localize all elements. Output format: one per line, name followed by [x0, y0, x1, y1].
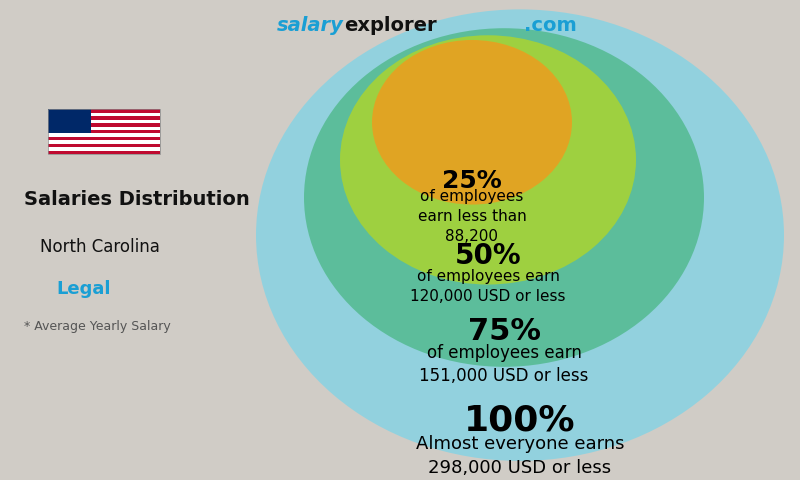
- Text: Legal: Legal: [56, 280, 110, 298]
- Bar: [48, 109, 160, 154]
- Text: .com: .com: [524, 16, 577, 36]
- Bar: [48, 120, 160, 123]
- Text: Salaries Distribution: Salaries Distribution: [24, 191, 250, 209]
- Bar: [48, 113, 160, 116]
- Text: * Average Yearly Salary: * Average Yearly Salary: [24, 320, 170, 333]
- Text: 75%: 75%: [467, 317, 541, 346]
- Ellipse shape: [340, 35, 636, 285]
- Text: North Carolina: North Carolina: [40, 238, 160, 256]
- Ellipse shape: [372, 40, 572, 204]
- Bar: [48, 109, 160, 154]
- Text: of employees
earn less than
88,200: of employees earn less than 88,200: [418, 189, 526, 244]
- Bar: [48, 133, 160, 137]
- Text: 100%: 100%: [464, 404, 576, 438]
- Ellipse shape: [256, 10, 784, 461]
- Text: of employees earn
120,000 USD or less: of employees earn 120,000 USD or less: [410, 269, 566, 304]
- Bar: [48, 140, 160, 144]
- Bar: [48, 147, 160, 151]
- Text: 25%: 25%: [442, 169, 502, 193]
- Text: 50%: 50%: [454, 242, 522, 270]
- Text: Almost everyone earns
298,000 USD or less: Almost everyone earns 298,000 USD or les…: [416, 435, 624, 477]
- Bar: [48, 109, 90, 133]
- Bar: [48, 127, 160, 130]
- Ellipse shape: [304, 28, 704, 367]
- Text: of employees earn
151,000 USD or less: of employees earn 151,000 USD or less: [419, 344, 589, 385]
- Text: explorer: explorer: [344, 16, 437, 36]
- Text: salary: salary: [277, 16, 344, 36]
